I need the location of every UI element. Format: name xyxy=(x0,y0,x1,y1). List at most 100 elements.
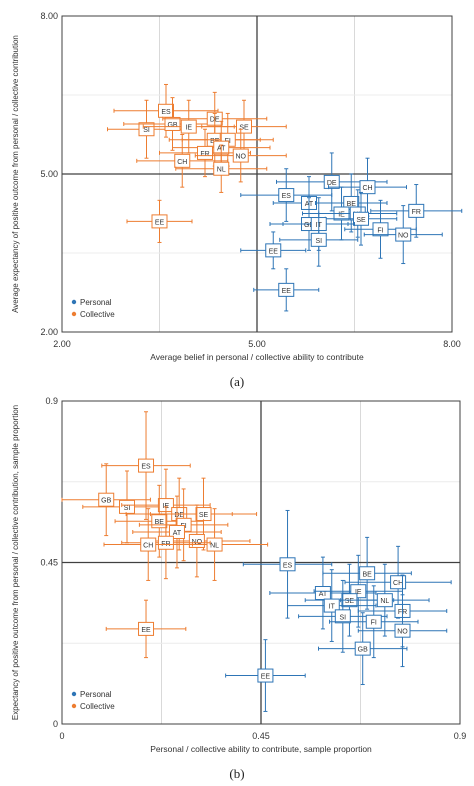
series-collective: ESSIGBIEDESEBEFIATFRNOCHNLEE xyxy=(107,83,287,243)
data-point-box xyxy=(334,609,351,624)
x-tick-label: 2.00 xyxy=(53,339,71,349)
data-point-label: EE xyxy=(155,219,165,226)
data-point-box xyxy=(310,232,327,247)
data-point-label: DE xyxy=(327,180,337,187)
data-point-box xyxy=(140,537,157,552)
data-point-box xyxy=(232,148,249,163)
data-point-box xyxy=(354,641,371,656)
legend-label: Personal xyxy=(80,690,112,699)
data-point-box xyxy=(138,621,155,636)
data-point-box xyxy=(372,222,389,237)
x-tick-label: 5.00 xyxy=(248,339,266,349)
data-point-box xyxy=(279,557,296,572)
data-point-box xyxy=(408,203,425,218)
data-point-label: FI xyxy=(371,620,377,627)
data-point-box xyxy=(323,174,340,189)
data-point-box xyxy=(395,227,412,242)
data-point-box xyxy=(206,537,223,552)
data-point-label: BE xyxy=(347,201,357,208)
x-axis-label: Average belief in personal / collective … xyxy=(150,352,364,362)
legend: Personal Collective xyxy=(71,298,115,319)
data-point-box xyxy=(390,575,407,590)
data-point-box xyxy=(257,668,274,683)
data-point-label: CH xyxy=(143,543,153,550)
data-point-label: EE xyxy=(261,674,271,681)
data-point-label: AT xyxy=(319,591,328,598)
data-point-label: BE xyxy=(362,571,372,578)
caption-b: (b) xyxy=(229,766,245,781)
data-point-label: SE xyxy=(199,512,209,519)
data-point-label: GB xyxy=(101,498,111,505)
data-point-box xyxy=(323,598,340,613)
data-point-label: ES xyxy=(282,193,292,200)
y-tick-label: 8.00 xyxy=(40,11,58,21)
data-point-label: SE xyxy=(356,217,366,224)
data-point-label: GB xyxy=(167,122,177,129)
legend-marker xyxy=(71,299,77,305)
legend: Personal Collective xyxy=(71,690,115,711)
data-point-label: GB xyxy=(358,647,368,654)
data-point-label: ES xyxy=(161,109,171,116)
data-point-label: SI xyxy=(339,614,346,621)
data-point-box xyxy=(213,161,230,176)
data-point-label: DE xyxy=(174,512,184,519)
data-point-box xyxy=(359,566,376,581)
y-tick-label: 0 xyxy=(53,719,58,729)
data-point-label: NO xyxy=(398,233,409,240)
data-point-box xyxy=(394,623,411,638)
y-tick-label: 0.9 xyxy=(45,396,58,406)
data-point-label: ES xyxy=(283,562,293,569)
legend-label: Personal xyxy=(80,298,112,307)
y-axis-label: Average expectancy of positive outcome f… xyxy=(11,35,20,313)
data-point-label: FI xyxy=(377,227,383,234)
x-tick-label: 0.9 xyxy=(454,731,467,741)
data-point-box xyxy=(376,593,393,608)
y-tick-label: 5.00 xyxy=(40,169,58,179)
data-point-box xyxy=(353,211,369,226)
data-point-label: IE xyxy=(338,212,345,219)
data-point-box xyxy=(278,188,295,203)
legend-marker xyxy=(71,311,77,317)
series-personal: EEESDECHATBEIENLSEGBITFRFINOSIEE xyxy=(240,152,463,312)
data-point-label: AT xyxy=(173,530,182,537)
data-point-box xyxy=(138,458,155,473)
y-tick-label: 2.00 xyxy=(40,327,58,337)
series-collective: ESGBSIIEDESEBEFIATNONLFRCHEE xyxy=(61,411,269,659)
x-axis-label: Personal / collective ability to contrib… xyxy=(150,744,372,754)
data-point-label: NO xyxy=(397,629,408,636)
data-point-label: SE xyxy=(345,598,355,605)
data-point-box xyxy=(180,119,197,134)
data-point-label: IE xyxy=(185,125,192,132)
data-point-box xyxy=(157,535,174,550)
data-point-label: EE xyxy=(269,248,279,255)
legend-label: Collective xyxy=(80,702,115,711)
data-point-label: SI xyxy=(315,238,322,245)
data-point-label: CH xyxy=(393,580,403,587)
y-tick-label: 0.45 xyxy=(40,558,58,568)
data-point-label: SI xyxy=(143,127,150,134)
data-point-label: CH xyxy=(362,185,372,192)
data-point-box xyxy=(314,586,331,601)
data-point-box xyxy=(164,116,181,131)
data-point-label: CH xyxy=(177,159,187,166)
data-point-label: BE xyxy=(155,519,165,526)
data-point-box xyxy=(119,499,136,514)
data-point-label: IE xyxy=(355,589,362,596)
data-point-box xyxy=(168,524,185,539)
caption-a: (a) xyxy=(229,374,245,389)
legend-label: Collective xyxy=(80,310,115,319)
data-point-label: EE xyxy=(282,288,292,295)
data-point-label: NO xyxy=(236,154,247,161)
data-point-label: NL xyxy=(217,167,226,174)
data-point-box xyxy=(278,282,295,297)
data-point-box xyxy=(197,145,213,160)
data-point-label: EE xyxy=(141,627,151,634)
data-point-box xyxy=(265,243,282,258)
data-point-box xyxy=(98,492,115,507)
data-point-box xyxy=(365,614,382,629)
data-point-box xyxy=(359,180,376,195)
x-tick-label: 8.00 xyxy=(443,339,461,349)
data-point-label: SI xyxy=(124,505,131,512)
x-tick-label: 0.45 xyxy=(252,731,270,741)
